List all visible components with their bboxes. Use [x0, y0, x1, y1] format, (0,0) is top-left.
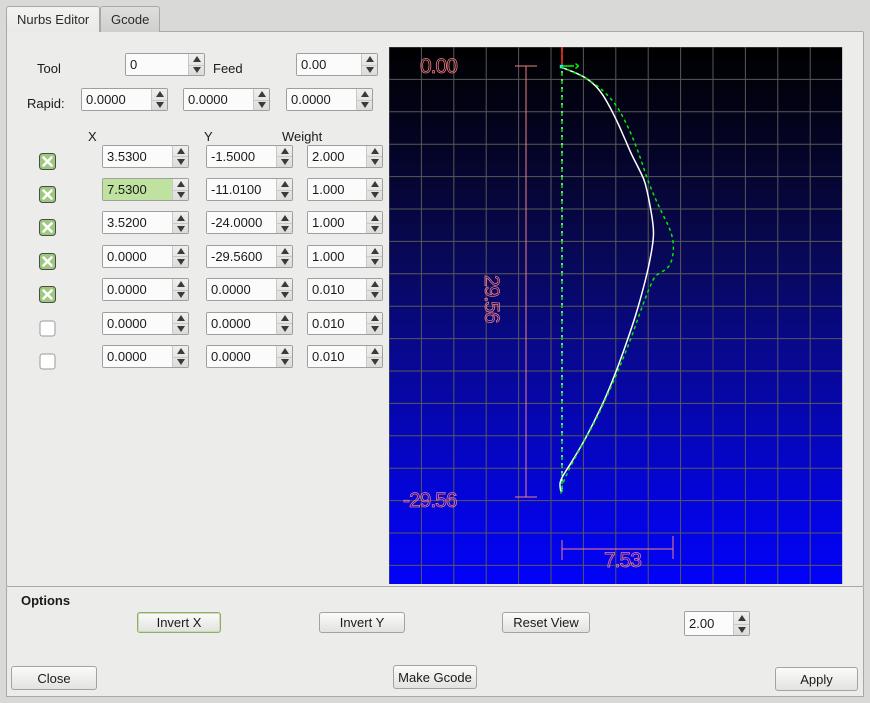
svg-text:-29.56: -29.56: [403, 489, 457, 512]
svg-text:7.53: 7.53: [604, 549, 641, 572]
svg-text:0.00: 0.00: [420, 55, 457, 78]
svg-text:29.56: 29.56: [480, 275, 503, 323]
